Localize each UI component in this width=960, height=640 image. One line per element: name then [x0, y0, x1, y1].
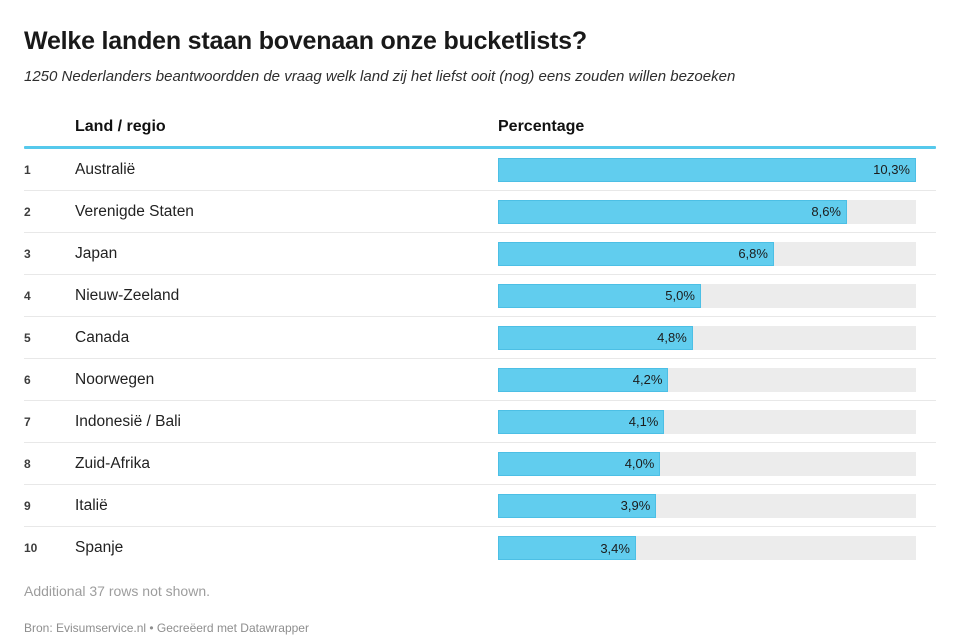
table-row: 1 Australië 10,3% [24, 149, 936, 191]
country-label: Canada [75, 328, 130, 346]
table-header: Land / regio Percentage [24, 117, 936, 137]
rank-label: 10 [24, 541, 38, 555]
bar-value-label: 4,2% [632, 372, 663, 387]
bar-track: 4,8% [498, 325, 916, 350]
table-row: 4 Nieuw-Zeeland 5,0% [24, 275, 936, 317]
country-label: Verenigde Staten [75, 202, 194, 220]
country-label: Indonesië / Bali [75, 412, 181, 430]
bar-cell: 4,8% [498, 325, 936, 350]
bar-cell: 3,9% [498, 493, 936, 518]
bar-value-label: 3,4% [600, 540, 630, 556]
country-label: Australië [75, 160, 136, 178]
bar-track: 4,1% [498, 409, 916, 434]
bar-cell: 4,1% [498, 409, 936, 434]
bar-value-label: 4,0% [624, 456, 655, 471]
bar-track: 5,0% [498, 283, 916, 308]
rank-label: 6 [24, 372, 31, 387]
table-row: 3 Japan 6,8% [24, 233, 936, 275]
bar-value-label: 3,9% [620, 498, 651, 513]
country-label: Nieuw-Zeeland [75, 286, 180, 304]
bar-value-label: 10,3% [873, 162, 910, 177]
bar-cell: 3,4% [498, 536, 936, 560]
bar-cell: 8,6% [498, 199, 936, 224]
bar-track: 6,8% [498, 241, 916, 266]
bar-cell: 4,0% [498, 451, 936, 476]
bar-fill: 10,3% [498, 157, 916, 182]
bar-cell: 5,0% [498, 283, 936, 308]
bar-fill: 8,6% [498, 199, 847, 224]
rank-label: 3 [24, 246, 31, 261]
table-row: 6 Noorwegen 4,2% [24, 359, 936, 401]
bar-track: 10,3% [498, 157, 916, 182]
bar-cell: 10,3% [498, 157, 936, 182]
bar-fill: 4,0% [498, 451, 661, 476]
country-label: Noorwegen [75, 370, 155, 388]
bar-cell: 4,2% [498, 367, 936, 392]
bar-cell: 6,8% [498, 241, 936, 266]
rank-label: 4 [24, 288, 31, 303]
country-label: Japan [75, 244, 118, 262]
bar-track: 3,4% [498, 536, 916, 560]
bar-fill: 3,4% [498, 536, 636, 560]
source-credit: Bron: Evisumservice.nl • Gecreëerd met D… [24, 621, 309, 635]
rank-label: 1 [24, 162, 31, 177]
bar-fill: 3,9% [498, 493, 657, 518]
table-row: 10 Spanje 3,4% [24, 527, 936, 569]
table-row: 9 Italië 3,9% [24, 485, 936, 527]
bar-value-label: 8,6% [811, 204, 841, 219]
chart-title: Welke landen staan bovenaan onze bucketl… [24, 27, 587, 55]
rank-label: 5 [24, 330, 31, 345]
table-row: 7 Indonesië / Bali 4,1% [24, 401, 936, 443]
country-label: Zuid-Afrika [75, 454, 150, 472]
bar-fill: 5,0% [498, 283, 701, 308]
bar-track: 3,9% [498, 493, 916, 518]
column-header-country: Land / regio [75, 118, 166, 135]
rank-label: 2 [24, 204, 31, 219]
header-rule [24, 146, 936, 149]
column-header-percentage: Percentage [498, 118, 585, 135]
bar-value-label: 4,1% [628, 414, 659, 429]
bar-fill: 4,2% [498, 367, 669, 392]
bar-fill: 4,1% [498, 409, 665, 434]
rank-label: 7 [24, 414, 31, 429]
bar-value-label: 6,8% [738, 246, 768, 261]
bar-track: 4,2% [498, 367, 916, 392]
table-body: 1 Australië 10,3% 2 Verenigde Staten 8,6… [24, 149, 936, 569]
table-row: 8 Zuid-Afrika 4,0% [24, 443, 936, 485]
country-label: Italië [75, 496, 108, 514]
bar-fill: 6,8% [498, 241, 774, 266]
bar-track: 4,0% [498, 451, 916, 476]
bar-value-label: 5,0% [665, 288, 695, 303]
rows-not-shown-note: Additional 37 rows not shown. [24, 583, 210, 599]
rank-label: 8 [24, 456, 31, 471]
table-row: 5 Canada 4,8% [24, 317, 936, 359]
rank-label: 9 [24, 498, 31, 513]
country-label: Spanje [75, 539, 124, 556]
bar-track: 8,6% [498, 199, 916, 224]
bar-value-label: 4,8% [657, 330, 687, 345]
chart-subtitle: 1250 Nederlanders beantwoordden de vraag… [24, 68, 736, 85]
table-row: 2 Verenigde Staten 8,6% [24, 191, 936, 233]
bar-fill: 4,8% [498, 325, 693, 350]
